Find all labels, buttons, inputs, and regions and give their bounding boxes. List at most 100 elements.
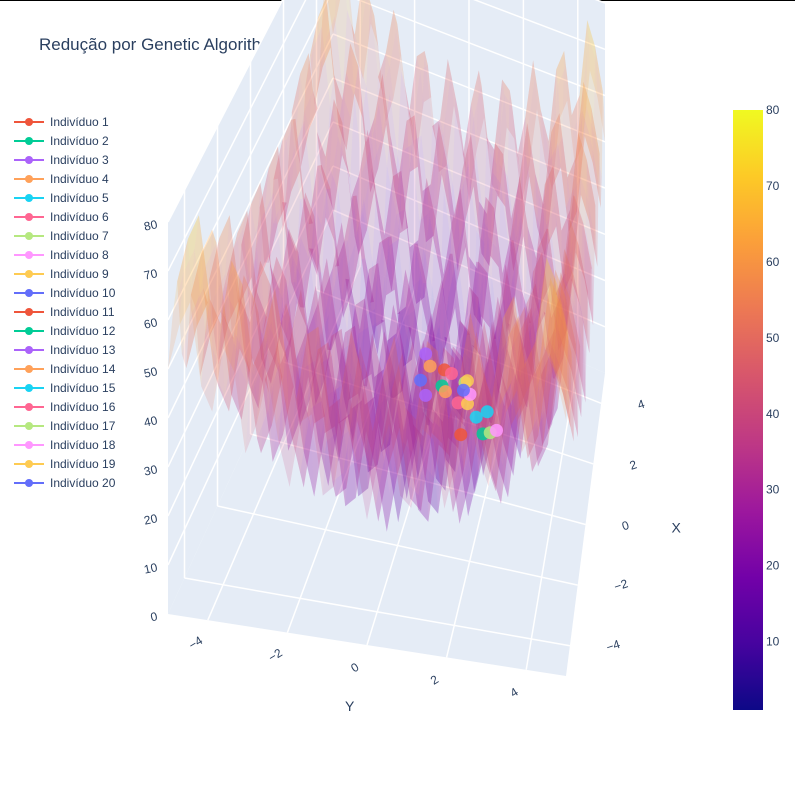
surface-cell [513, 306, 525, 387]
surface-cell [394, 336, 408, 483]
legend-item[interactable]: Indivíduo 11 [14, 302, 154, 321]
surface-cell [181, 311, 197, 369]
surface-cell [421, 216, 433, 298]
surface-cell [378, 370, 392, 462]
surface-cell [367, 129, 380, 231]
surface-cell [336, 278, 350, 325]
surface-cell [499, 329, 513, 406]
scatter-point[interactable] [490, 423, 503, 437]
surface-cell [564, 50, 574, 131]
surface-cell [511, 240, 523, 292]
surface-cell [412, 70, 424, 160]
legend-swatch [14, 269, 44, 279]
surface-cell [458, 374, 471, 517]
surface-cell [238, 228, 253, 384]
surface-cell [241, 204, 256, 273]
surface-cell [260, 288, 275, 372]
scatter-point[interactable] [456, 383, 470, 397]
surface-cell [368, 348, 382, 489]
legend-item[interactable]: Indivíduo 13 [14, 340, 154, 359]
legend-item[interactable]: Indivíduo 8 [14, 245, 154, 264]
scatter-point[interactable] [414, 373, 428, 387]
legend-item[interactable]: Indivíduo 6 [14, 207, 154, 226]
legend-item[interactable]: Indivíduo 7 [14, 226, 154, 245]
surface-cell [322, 16, 335, 68]
surface-cell [471, 70, 482, 119]
surface-cell [328, 328, 342, 395]
legend-item[interactable]: Indivíduo 1 [14, 112, 154, 131]
surface-cell [386, 437, 400, 532]
legend-item[interactable]: Indivíduo 2 [14, 131, 154, 150]
legend-item[interactable]: Indivíduo 12 [14, 321, 154, 340]
surface-cell [310, 17, 323, 105]
surface-cell [514, 306, 527, 385]
surface-cell [374, 369, 387, 406]
surface-cell [488, 399, 501, 504]
surface-cell [529, 145, 539, 227]
surface-cell [418, 178, 430, 279]
surface-cell [293, 368, 308, 488]
surface-cell [406, 115, 418, 172]
legend-item[interactable]: Indivíduo 5 [14, 188, 154, 207]
surface-cell [492, 321, 504, 444]
legend-item[interactable]: Indivíduo 16 [14, 397, 154, 416]
legend-label: Indivíduo 19 [50, 456, 116, 471]
surface-cell [284, 228, 299, 328]
surface-cell [494, 264, 506, 371]
scatter-point[interactable] [454, 428, 468, 442]
surface-cell [317, 26, 330, 188]
scatter-point[interactable] [469, 410, 483, 424]
legend-item[interactable]: Indivíduo 3 [14, 150, 154, 169]
surface-cell [532, 254, 543, 378]
legend-item[interactable]: Indivíduo 9 [14, 264, 154, 283]
legend-item[interactable]: Indivíduo 17 [14, 416, 154, 435]
surface-cell [522, 271, 533, 394]
z-tick-label: 20 [143, 511, 159, 528]
surface-cell [325, 99, 338, 195]
scatter-point[interactable] [451, 396, 465, 410]
surface-cell [235, 333, 251, 373]
surface-cell [393, 306, 406, 399]
surface-cell [476, 261, 488, 273]
surface-cell [304, 343, 319, 442]
legend-label: Indivíduo 8 [50, 247, 109, 262]
legend-item[interactable]: Indivíduo 10 [14, 283, 154, 302]
scatter-point[interactable] [419, 388, 433, 402]
legend-item[interactable]: Indivíduo 15 [14, 378, 154, 397]
surface-cell [402, 269, 415, 356]
scatter-point[interactable] [438, 385, 452, 399]
legend-item[interactable]: Indivíduo 19 [14, 454, 154, 473]
surface-cell [389, 170, 402, 246]
floor-grid-line [283, 361, 594, 465]
surface-cell [443, 346, 456, 491]
surface-cell [548, 229, 559, 351]
surface-cell [389, 378, 403, 493]
surface-cell [559, 272, 571, 317]
surface-cell [270, 304, 285, 384]
scatter-point[interactable] [423, 359, 437, 373]
legend-label: Indivíduo 13 [50, 342, 116, 357]
surface-cell [498, 391, 510, 498]
surface-cell [375, 236, 389, 327]
scatter-point[interactable] [445, 367, 458, 380]
surface-cell [399, 144, 412, 234]
surface-cell [402, 140, 414, 230]
legend-item[interactable]: Indivíduo 4 [14, 169, 154, 188]
surface-cell [357, 346, 371, 462]
legend-item[interactable]: Indivíduo 14 [14, 359, 154, 378]
surface-cell [543, 311, 555, 380]
surface-cell [408, 326, 421, 368]
scatter-point[interactable] [480, 405, 494, 419]
surface-cell [249, 337, 265, 400]
scatter-point[interactable] [419, 347, 433, 361]
surface-cell [461, 384, 474, 486]
surface-cell [321, 400, 336, 497]
legend-item[interactable]: Indivíduo 20 [14, 473, 154, 492]
surface-cell [300, 248, 314, 308]
surface-cell [397, 400, 411, 476]
surface-cell [260, 182, 275, 292]
surface-cell [538, 224, 548, 318]
surface-cell [554, 205, 565, 292]
legend-item[interactable]: Indivíduo 18 [14, 435, 154, 454]
